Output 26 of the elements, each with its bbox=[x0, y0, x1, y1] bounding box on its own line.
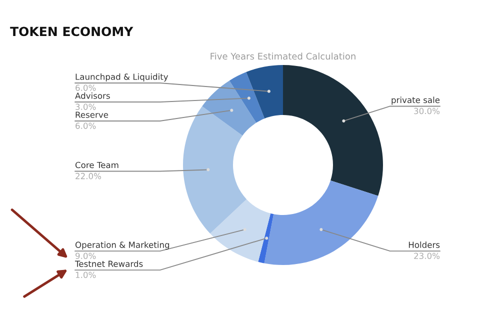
data-label: 30.0% bbox=[414, 108, 440, 114]
slice-label: Launchpad & Liquidity bbox=[76, 73, 168, 82]
donut-slice bbox=[246, 65, 283, 119]
donut-slice bbox=[183, 106, 247, 234]
slice-label: Holders bbox=[408, 242, 440, 248]
donut-slice bbox=[229, 72, 265, 123]
chart-subtitle: Five Years Estimated Calculation bbox=[210, 52, 356, 60]
data-label: 1.0% bbox=[76, 272, 96, 278]
donut-slice bbox=[210, 199, 271, 262]
slice-label: Operation & Marketing bbox=[75, 242, 170, 250]
donut-slice bbox=[264, 180, 378, 265]
donut-slice bbox=[258, 213, 274, 264]
slice-label: private sale bbox=[392, 96, 440, 105]
data-label: 6.0% bbox=[76, 84, 96, 91]
donut-slice bbox=[202, 80, 256, 136]
slice-label: Advisors bbox=[75, 92, 110, 99]
data-label: 6.0% bbox=[76, 122, 96, 129]
data-label: 9.0% bbox=[76, 252, 96, 260]
data-label: 22.0% bbox=[76, 172, 102, 180]
data-label: 23.0% bbox=[414, 252, 440, 260]
data-label: 3.0% bbox=[76, 104, 96, 110]
slice-label: Reserve bbox=[76, 112, 108, 118]
slice-label: Core Team bbox=[75, 162, 118, 168]
slice-label: Testnet Rewards bbox=[74, 260, 143, 267]
donut-slice bbox=[283, 65, 383, 196]
chart-title: TOKEN ECONOMY bbox=[10, 26, 134, 36]
